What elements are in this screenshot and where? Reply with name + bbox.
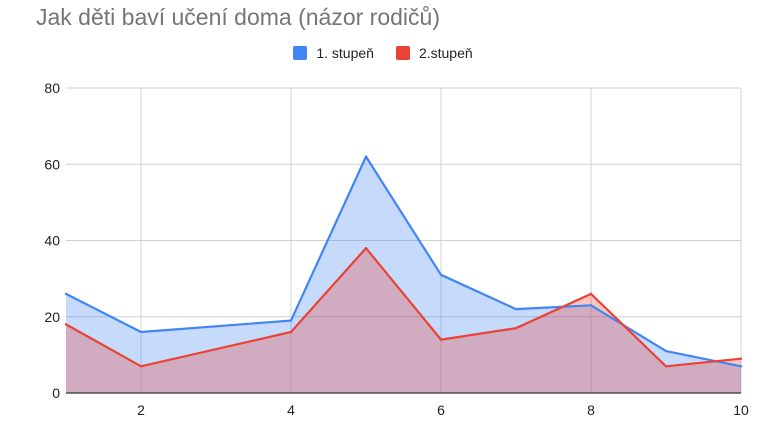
legend-label: 1. stupeň	[316, 45, 374, 61]
area-series-1	[66, 156, 741, 393]
data-point-series-2	[589, 292, 593, 296]
legend-label: 2.stupeň	[418, 45, 473, 61]
legend-item-series-1[interactable]: 1. stupeň	[293, 45, 374, 61]
x-tick-label: 10	[733, 402, 749, 418]
data-point-series-1	[139, 330, 143, 334]
x-tick-label: 8	[587, 402, 595, 418]
x-tick-label: 2	[137, 402, 145, 418]
x-tick-label: 4	[287, 402, 295, 418]
x-tick-label: 6	[437, 402, 445, 418]
y-tick-label: 20	[44, 309, 60, 325]
data-point-series-2	[289, 330, 293, 334]
y-tick-label: 80	[44, 80, 60, 96]
data-point-series-1	[364, 155, 368, 158]
y-tick-label: 40	[44, 233, 60, 249]
legend-item-series-2[interactable]: 2.stupeň	[395, 45, 473, 61]
y-tick-label: 0	[52, 385, 60, 401]
legend-swatch	[293, 46, 308, 60]
data-point-series-2	[514, 326, 518, 330]
data-point-series-2	[64, 323, 68, 326]
data-point-series-1	[439, 273, 443, 277]
data-point-series-2	[439, 338, 443, 341]
data-point-series-1	[64, 292, 68, 296]
data-point-series-2	[739, 357, 743, 360]
y-tick-label: 60	[44, 156, 60, 172]
area-series-2	[66, 248, 741, 393]
legend: 1. stupeň 2.stupeň	[0, 45, 766, 61]
data-point-series-1	[589, 304, 593, 307]
data-point-series-2	[364, 246, 368, 250]
data-point-series-1	[514, 307, 518, 311]
data-point-series-1	[664, 349, 668, 353]
chart-title: Jak děti baví učení doma (názor rodičů)	[36, 4, 440, 30]
data-point-series-2	[664, 365, 668, 368]
data-point-series-1	[289, 319, 293, 322]
legend-swatch	[395, 46, 410, 60]
data-point-series-2	[139, 365, 143, 368]
data-point-series-1	[739, 365, 743, 368]
